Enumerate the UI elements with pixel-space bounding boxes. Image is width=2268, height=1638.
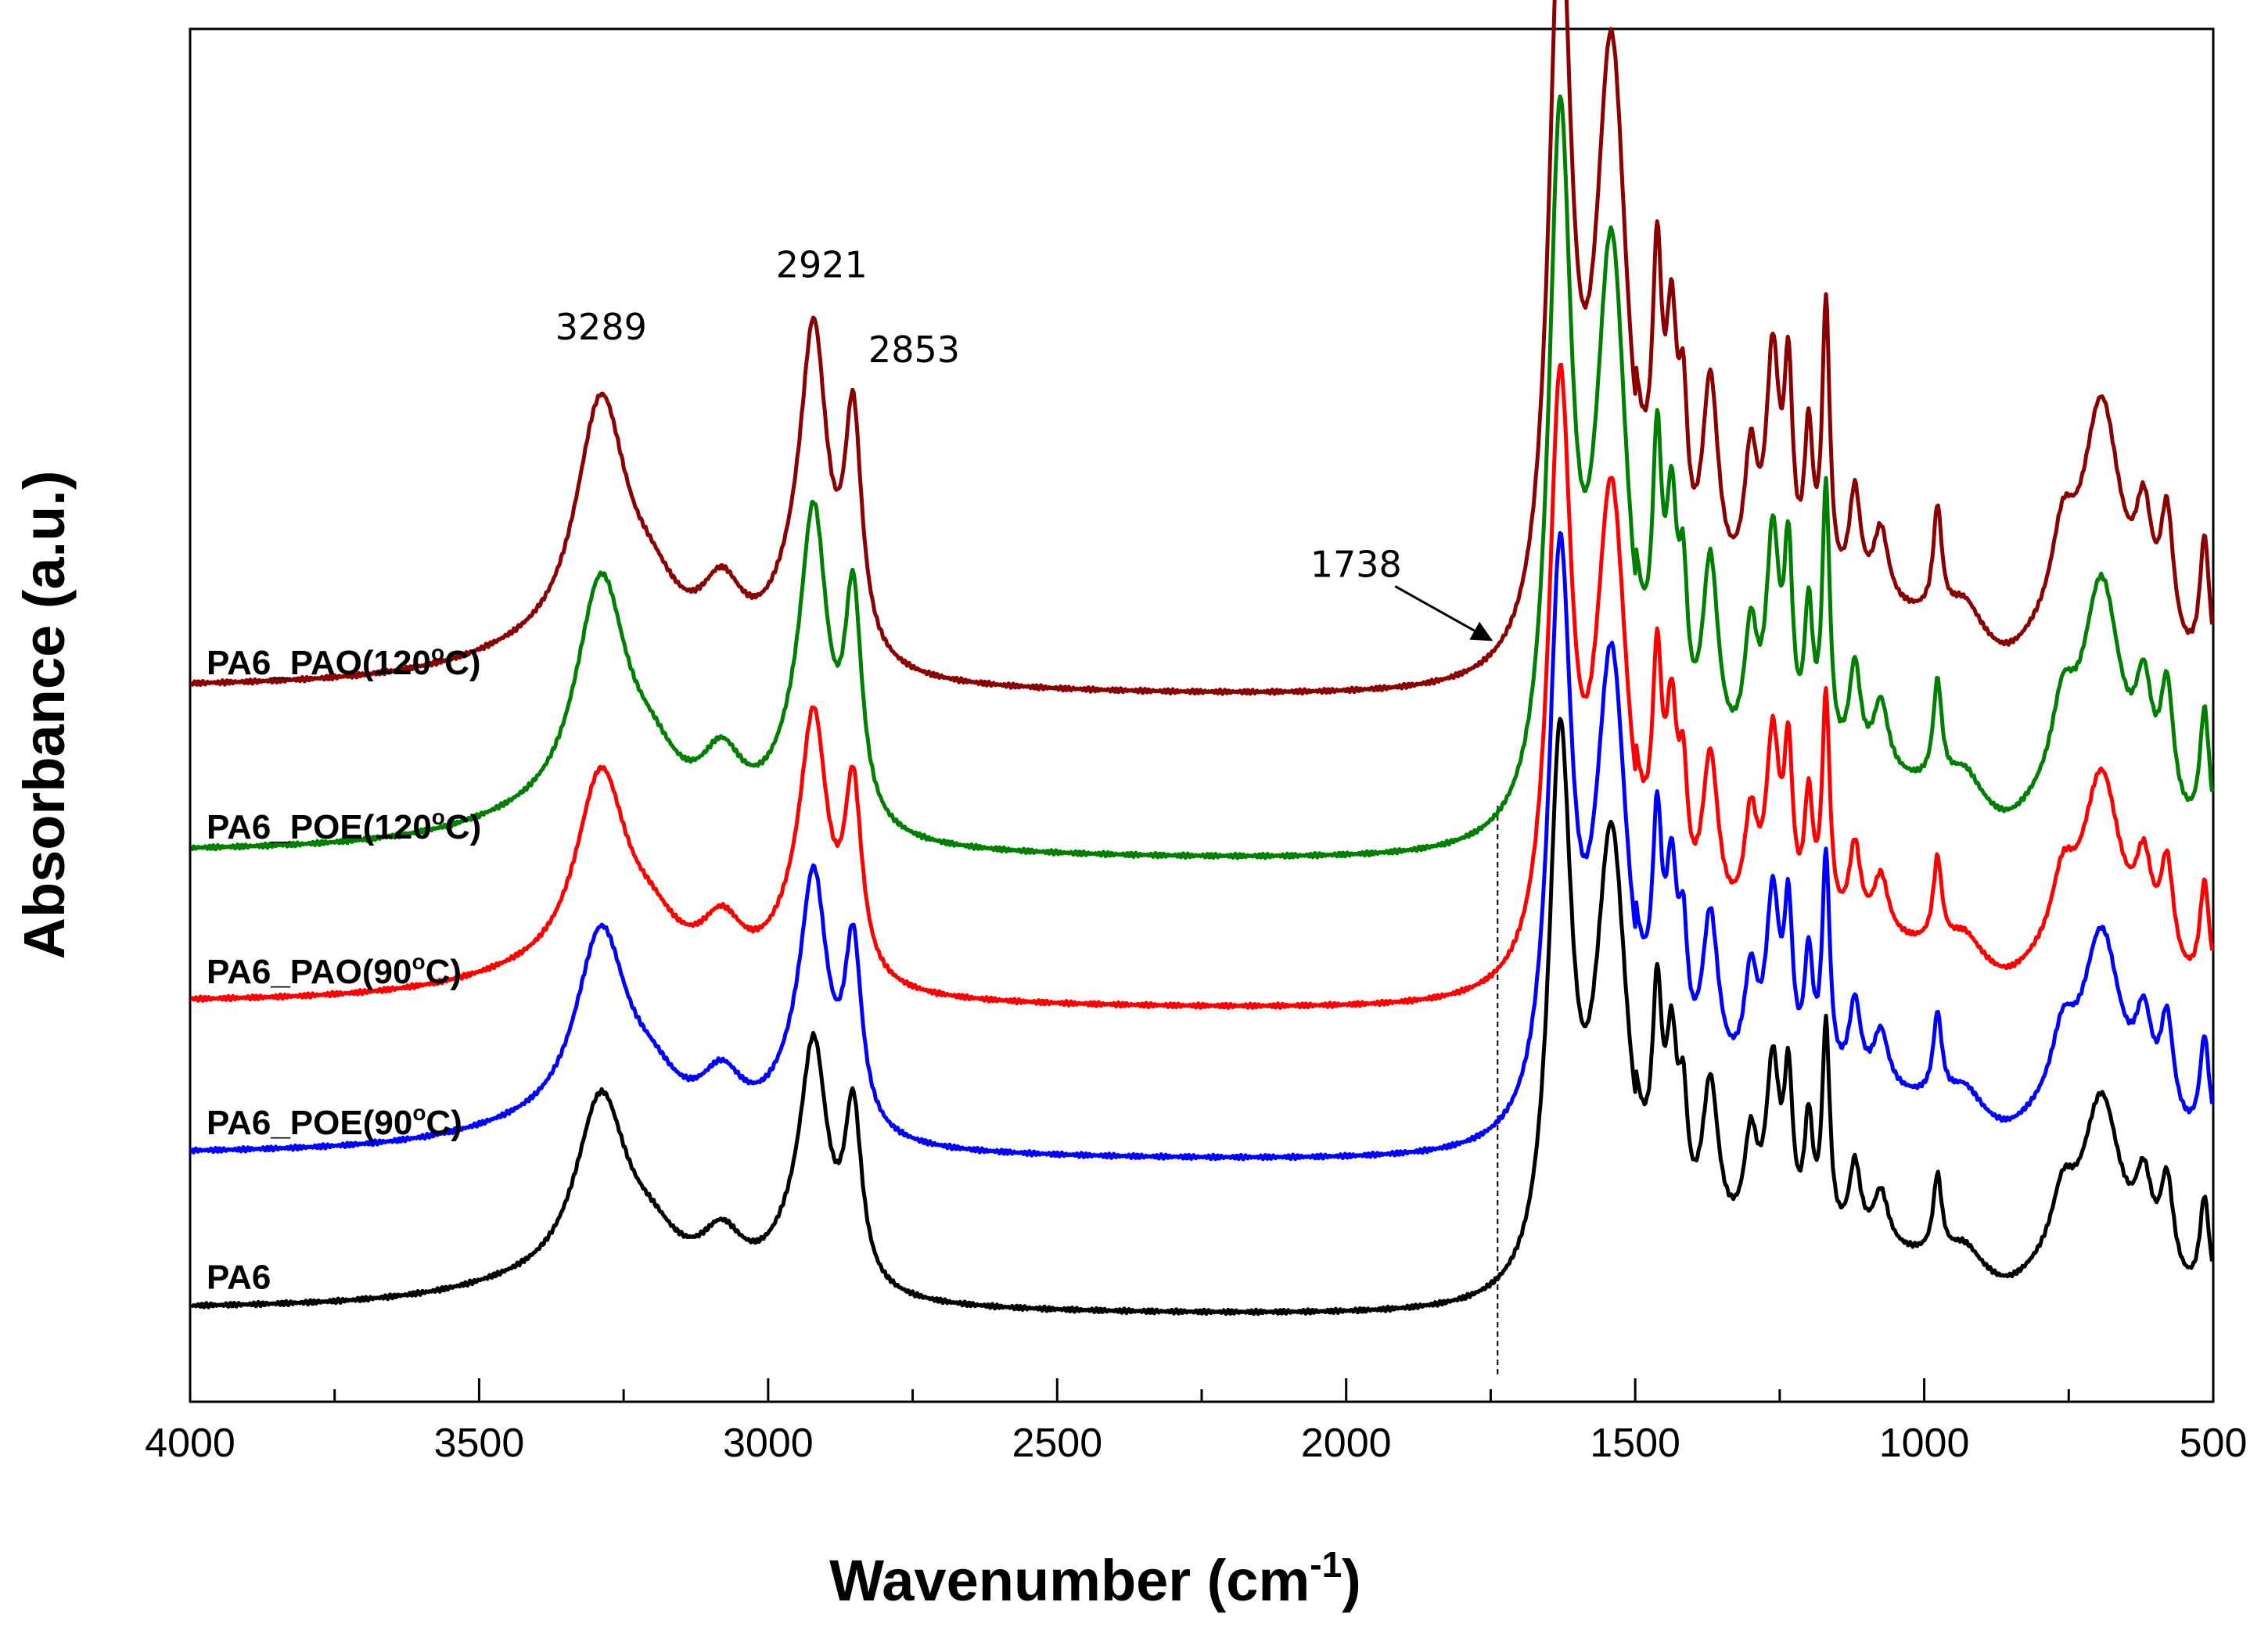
x-tick-label: 1000 [1879, 1421, 1970, 1466]
x-axis-title-close: ) [1342, 1548, 1361, 1613]
x-tick-label: 2500 [1012, 1421, 1102, 1466]
annotation-arrow-head [1469, 621, 1493, 641]
series-label: PA6_POE(120oC) [207, 805, 481, 846]
series-line-pa6-pao-120-c [189, 0, 2214, 696]
peak-label: 2921 [776, 243, 868, 286]
x-axis-title-superscript: -1 [1310, 1544, 1342, 1585]
series-line-pa6-poe-90-c [189, 531, 2214, 1162]
x-tick-label: 1500 [1590, 1421, 1680, 1466]
plot-frame [189, 27, 2215, 1403]
x-tick-label: 2000 [1301, 1421, 1392, 1466]
series-label: PA6_PAO(90oC) [207, 950, 462, 991]
x-tick-label: 3000 [723, 1421, 814, 1466]
series-label: PA6_POE(90oC) [207, 1101, 462, 1142]
series-label: PA6_PAO(120oC) [207, 641, 481, 682]
x-tick-label: 4000 [145, 1421, 235, 1466]
x-axis-title-main: Wavenumber (cm [829, 1548, 1310, 1613]
y-axis-title: Absorbance (a.u.) [12, 471, 77, 960]
x-tick-label: 500 [2180, 1421, 2248, 1466]
x-axis-title: Wavenumber (cm-1) [829, 1544, 1361, 1613]
x-axis-ticks: 4000 3500 3000 2500 2000 1500 1000 500 [145, 1378, 2247, 1466]
series-labels: PA6 PA6_POE(90oC) PA6_PAO(90oC) PA6_POE(120… [207, 641, 481, 1296]
annotation-label: 1738 [1310, 543, 1402, 585]
series-line-pa6-poe-120-c [190, 94, 2214, 860]
peak-label: 3289 [555, 306, 647, 348]
series-line-pa6-pao-90-c [190, 362, 2214, 1010]
series-line-pa6 [190, 717, 2214, 1317]
annotation-arrow-shaft [1394, 585, 1480, 634]
series-layer [189, 0, 2214, 1317]
x-tick-label: 3500 [434, 1421, 525, 1466]
series-label: PA6 [207, 1259, 271, 1297]
peak-labels: 328929212853163015411738 [555, 243, 1493, 641]
peak-label: 2853 [868, 329, 960, 371]
